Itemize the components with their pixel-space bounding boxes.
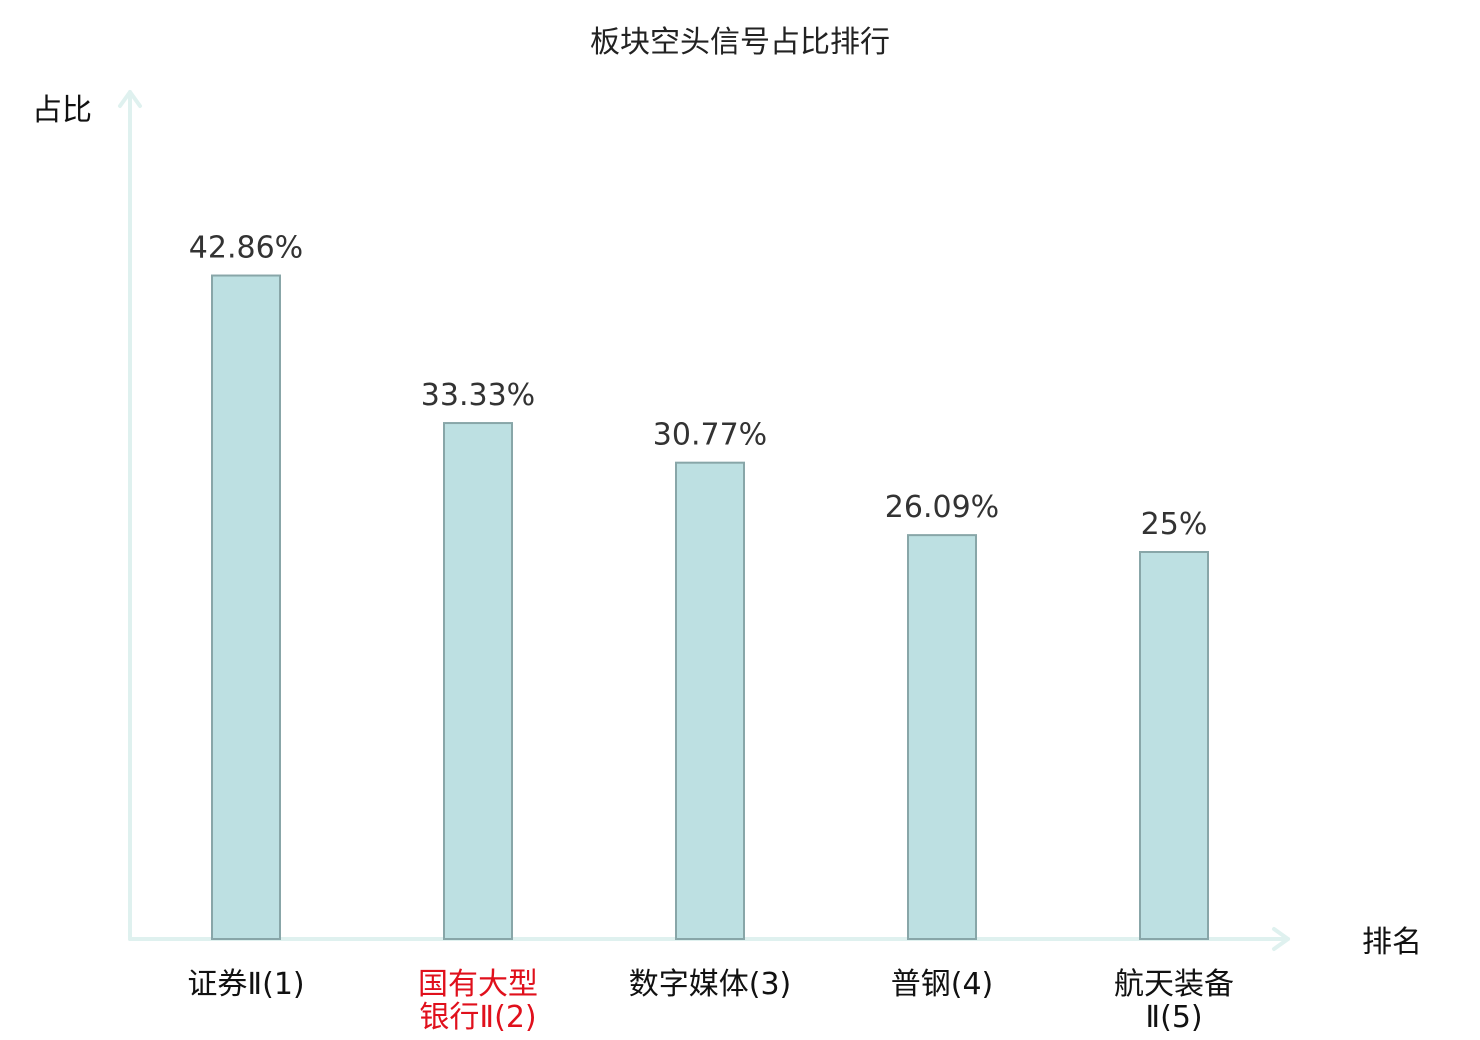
value-label: 30.77% — [653, 418, 767, 453]
category-label: 普钢(4) — [891, 967, 994, 1002]
category-label: 数字媒体(3) — [629, 967, 792, 1002]
category-label-line: 数字媒体(3) — [629, 967, 792, 1002]
bar — [675, 461, 745, 940]
y-axis-label: 占比 — [32, 93, 92, 128]
value-label: 26.09% — [885, 490, 999, 525]
bar — [443, 422, 513, 941]
bar — [907, 534, 977, 940]
category-labels: 证券Ⅱ(1) 国有大型银行Ⅱ(2) 数字媒体(3) 普钢(4) 航天装备 Ⅱ(5) — [187, 967, 1234, 1035]
category-label-line: 航天装备 — [1114, 967, 1234, 1002]
category-label: 证券Ⅱ(1) — [187, 967, 304, 1002]
bar — [211, 274, 281, 940]
category-label-line: 银行Ⅱ(2) — [419, 1000, 536, 1035]
category-label: 航天装备 Ⅱ(5) — [1114, 967, 1234, 1035]
value-label: 42.86% — [189, 231, 303, 266]
value-label: 33.33% — [421, 378, 535, 413]
value-label: 25% — [1141, 507, 1208, 542]
category-label-line: 国有大型 — [418, 967, 538, 1002]
x-axis-arrow — [1272, 927, 1290, 951]
category-label: 国有大型银行Ⅱ(2) — [418, 967, 538, 1035]
chart-title: 板块空头信号占比排行 — [590, 25, 890, 60]
category-label-line: 普钢(4) — [891, 967, 994, 1002]
y-axis-arrow — [118, 90, 142, 108]
bar — [1139, 551, 1209, 940]
category-label-line: Ⅱ(5) — [1145, 1000, 1202, 1035]
bars — [211, 274, 1209, 941]
value-labels: 42.86% 33.33% 30.77% 26.09% 25% — [189, 231, 1208, 542]
category-label-line: 证券Ⅱ(1) — [187, 967, 304, 1002]
x-axis-label: 排名 — [1362, 925, 1422, 960]
